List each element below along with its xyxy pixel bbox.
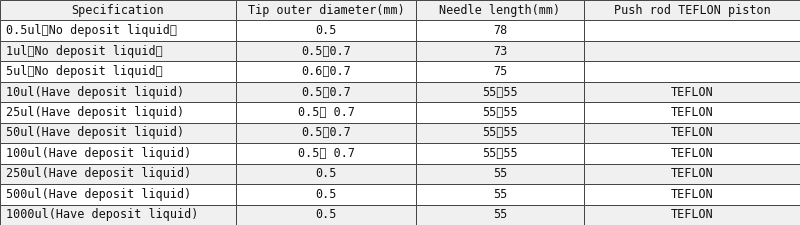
Bar: [584, 20, 800, 41]
Text: 1ul（No deposit liquid）: 1ul（No deposit liquid）: [6, 45, 163, 58]
Text: Needle length(mm): Needle length(mm): [439, 4, 561, 17]
Text: 0.5、 0.7: 0.5、 0.7: [298, 147, 354, 160]
Bar: [584, 205, 800, 225]
Bar: [236, 20, 416, 41]
Bar: [0, 102, 236, 123]
Text: TEFLON: TEFLON: [670, 147, 714, 160]
Text: 73: 73: [493, 45, 507, 58]
Text: 0.5: 0.5: [315, 188, 337, 201]
Bar: [416, 20, 584, 41]
Text: TEFLON: TEFLON: [670, 86, 714, 99]
Bar: [584, 82, 800, 102]
Bar: [584, 61, 800, 82]
Bar: [416, 123, 584, 143]
Bar: [584, 41, 800, 61]
Bar: [584, 0, 800, 20]
Text: 75: 75: [493, 65, 507, 78]
Bar: [584, 102, 800, 123]
Text: 100ul(Have deposit liquid): 100ul(Have deposit liquid): [6, 147, 192, 160]
Text: TEFLON: TEFLON: [670, 126, 714, 140]
Bar: [416, 41, 584, 61]
Text: 0.5: 0.5: [315, 24, 337, 37]
Text: 55、55: 55、55: [482, 126, 518, 140]
Text: 0.5ul（No deposit liquid）: 0.5ul（No deposit liquid）: [6, 24, 178, 37]
Text: 55: 55: [493, 208, 507, 221]
Bar: [0, 82, 236, 102]
Bar: [0, 20, 236, 41]
Text: TEFLON: TEFLON: [670, 188, 714, 201]
Bar: [236, 41, 416, 61]
Bar: [236, 184, 416, 205]
Text: 55、55: 55、55: [482, 147, 518, 160]
Text: 250ul(Have deposit liquid): 250ul(Have deposit liquid): [6, 167, 192, 180]
Bar: [416, 0, 584, 20]
Bar: [584, 184, 800, 205]
Text: 55、55: 55、55: [482, 106, 518, 119]
Text: Specification: Specification: [72, 4, 164, 17]
Text: 0.5、0.7: 0.5、0.7: [301, 86, 351, 99]
Bar: [236, 82, 416, 102]
Bar: [0, 123, 236, 143]
Text: 55: 55: [493, 188, 507, 201]
Bar: [416, 102, 584, 123]
Text: 0.5、0.7: 0.5、0.7: [301, 126, 351, 140]
Text: 0.6、0.7: 0.6、0.7: [301, 65, 351, 78]
Bar: [236, 61, 416, 82]
Bar: [416, 184, 584, 205]
Text: 55、55: 55、55: [482, 86, 518, 99]
Bar: [416, 61, 584, 82]
Bar: [416, 143, 584, 164]
Bar: [0, 143, 236, 164]
Bar: [236, 205, 416, 225]
Text: 1000ul(Have deposit liquid): 1000ul(Have deposit liquid): [6, 208, 198, 221]
Text: Tip outer diameter(mm): Tip outer diameter(mm): [248, 4, 404, 17]
Text: 78: 78: [493, 24, 507, 37]
Text: 0.5、0.7: 0.5、0.7: [301, 45, 351, 58]
Bar: [236, 164, 416, 184]
Text: TEFLON: TEFLON: [670, 208, 714, 221]
Text: 10ul(Have deposit liquid): 10ul(Have deposit liquid): [6, 86, 185, 99]
Text: 5ul（No deposit liquid）: 5ul（No deposit liquid）: [6, 65, 163, 78]
Text: 500ul(Have deposit liquid): 500ul(Have deposit liquid): [6, 188, 192, 201]
Bar: [584, 143, 800, 164]
Bar: [0, 205, 236, 225]
Bar: [236, 0, 416, 20]
Text: TEFLON: TEFLON: [670, 106, 714, 119]
Text: Push rod TEFLON piston: Push rod TEFLON piston: [614, 4, 770, 17]
Bar: [416, 164, 584, 184]
Bar: [416, 82, 584, 102]
Text: TEFLON: TEFLON: [670, 167, 714, 180]
Text: 50ul(Have deposit liquid): 50ul(Have deposit liquid): [6, 126, 185, 140]
Bar: [236, 143, 416, 164]
Bar: [0, 0, 236, 20]
Bar: [236, 123, 416, 143]
Text: 0.5: 0.5: [315, 208, 337, 221]
Text: 25ul(Have deposit liquid): 25ul(Have deposit liquid): [6, 106, 185, 119]
Bar: [416, 205, 584, 225]
Text: 55: 55: [493, 167, 507, 180]
Bar: [0, 61, 236, 82]
Text: 0.5: 0.5: [315, 167, 337, 180]
Bar: [236, 102, 416, 123]
Text: 0.5、 0.7: 0.5、 0.7: [298, 106, 354, 119]
Bar: [0, 184, 236, 205]
Bar: [0, 41, 236, 61]
Bar: [0, 164, 236, 184]
Bar: [584, 123, 800, 143]
Bar: [584, 164, 800, 184]
